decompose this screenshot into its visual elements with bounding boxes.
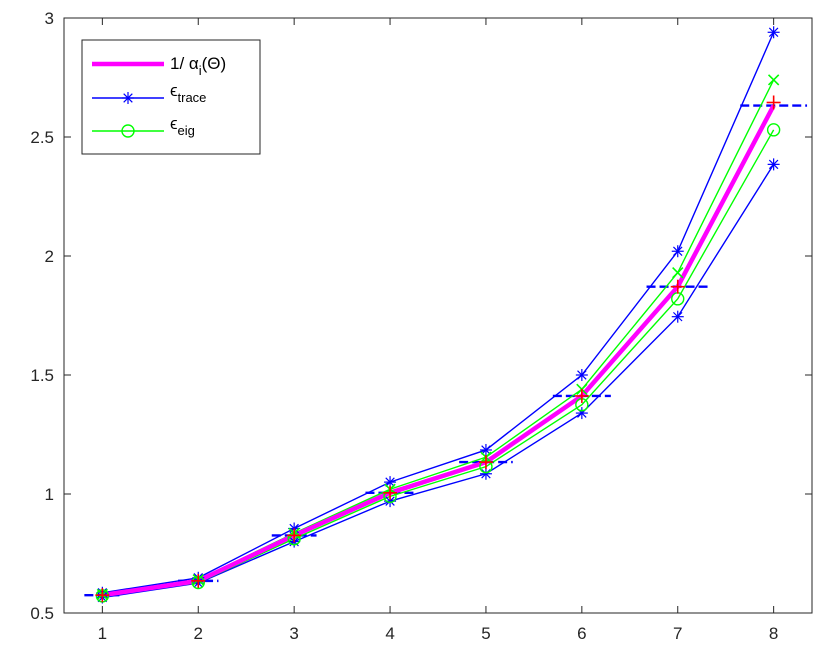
axes-box [63, 17, 813, 614]
legend-swatch-marker [121, 124, 135, 138]
legend-label: 1/ αi(Θ) [170, 54, 226, 78]
true-value-point [574, 388, 589, 403]
legend-label-main: ϵ [170, 81, 178, 100]
legend-swatch-marker-ring [121, 124, 135, 138]
x-tick-label: 7 [673, 624, 682, 643]
x-tick-label: 2 [194, 624, 203, 643]
series-1-point-stroke [385, 477, 395, 487]
legend-label-subscript: trace [178, 90, 207, 105]
series-1-point [767, 26, 780, 39]
legend-label-subscript: eig [178, 123, 195, 138]
y-tick-label: 1.5 [30, 366, 54, 385]
true-value-point [766, 95, 781, 110]
x-tick-label: 5 [481, 624, 490, 643]
true-value-point [383, 485, 398, 500]
series-3-point-stroke [672, 266, 684, 279]
y-tick-label: 1 [45, 485, 54, 504]
true-value-point [95, 588, 110, 603]
true-value-point [287, 528, 302, 543]
series-3-point [672, 266, 684, 279]
x-tick-label: 1 [98, 624, 107, 643]
series-3-point [767, 74, 780, 86]
series-line-main [102, 104, 776, 598]
series-1-point [575, 369, 588, 381]
series-2-point-stroke [385, 496, 395, 506]
y-tick-label: 3 [45, 9, 54, 28]
series-3-point-stroke [767, 74, 780, 86]
x-tick-label: 8 [769, 624, 778, 643]
x-tick-label: 3 [289, 624, 298, 643]
legend-label-main: 1/ α [170, 54, 199, 73]
series-1-point-stroke [768, 27, 779, 38]
legend-label: ϵeig [170, 114, 195, 138]
series-line-2 [102, 163, 775, 599]
legend-swatch-marker [122, 92, 134, 104]
series-line-1 [102, 31, 775, 594]
series-2-point-stroke [672, 311, 683, 322]
series-1-point-stroke [481, 445, 491, 455]
legend-swatch-marker-stroke [123, 93, 133, 103]
true-value-point [670, 279, 685, 294]
y-tick-label: 2.5 [30, 128, 54, 147]
legend-label-tail: (Θ) [202, 54, 227, 73]
true-value-point [191, 573, 206, 588]
series-2-point [767, 158, 780, 171]
series-2-point [479, 467, 492, 480]
series-4-point [766, 123, 781, 137]
series-layer [84, 26, 808, 604]
series-2-point-stroke [481, 469, 491, 479]
legend-label-subscript: i [199, 63, 202, 78]
series-2-point-stroke [768, 159, 779, 170]
series-1-point [479, 443, 492, 456]
x-tick-label: 6 [577, 624, 586, 643]
series-2-point [671, 310, 684, 323]
series-1-point-stroke [577, 370, 587, 380]
legend-label-main: ϵ [170, 114, 178, 133]
y-tick-label: 0.5 [30, 604, 54, 623]
axes-layer: 1 2 3 4 5 6 7 8 0.5 1 1.5 2 2.5 3 [30, 9, 813, 643]
series-1-point [671, 245, 684, 258]
series-4-point-ring [766, 123, 781, 137]
series-1-point-stroke [672, 246, 683, 256]
y-tick-label: 2 [45, 247, 54, 266]
legend-box [81, 39, 261, 155]
legend-label: ϵtrace [170, 81, 206, 105]
true-value-point [478, 455, 493, 470]
x-tick-label: 4 [385, 624, 394, 643]
